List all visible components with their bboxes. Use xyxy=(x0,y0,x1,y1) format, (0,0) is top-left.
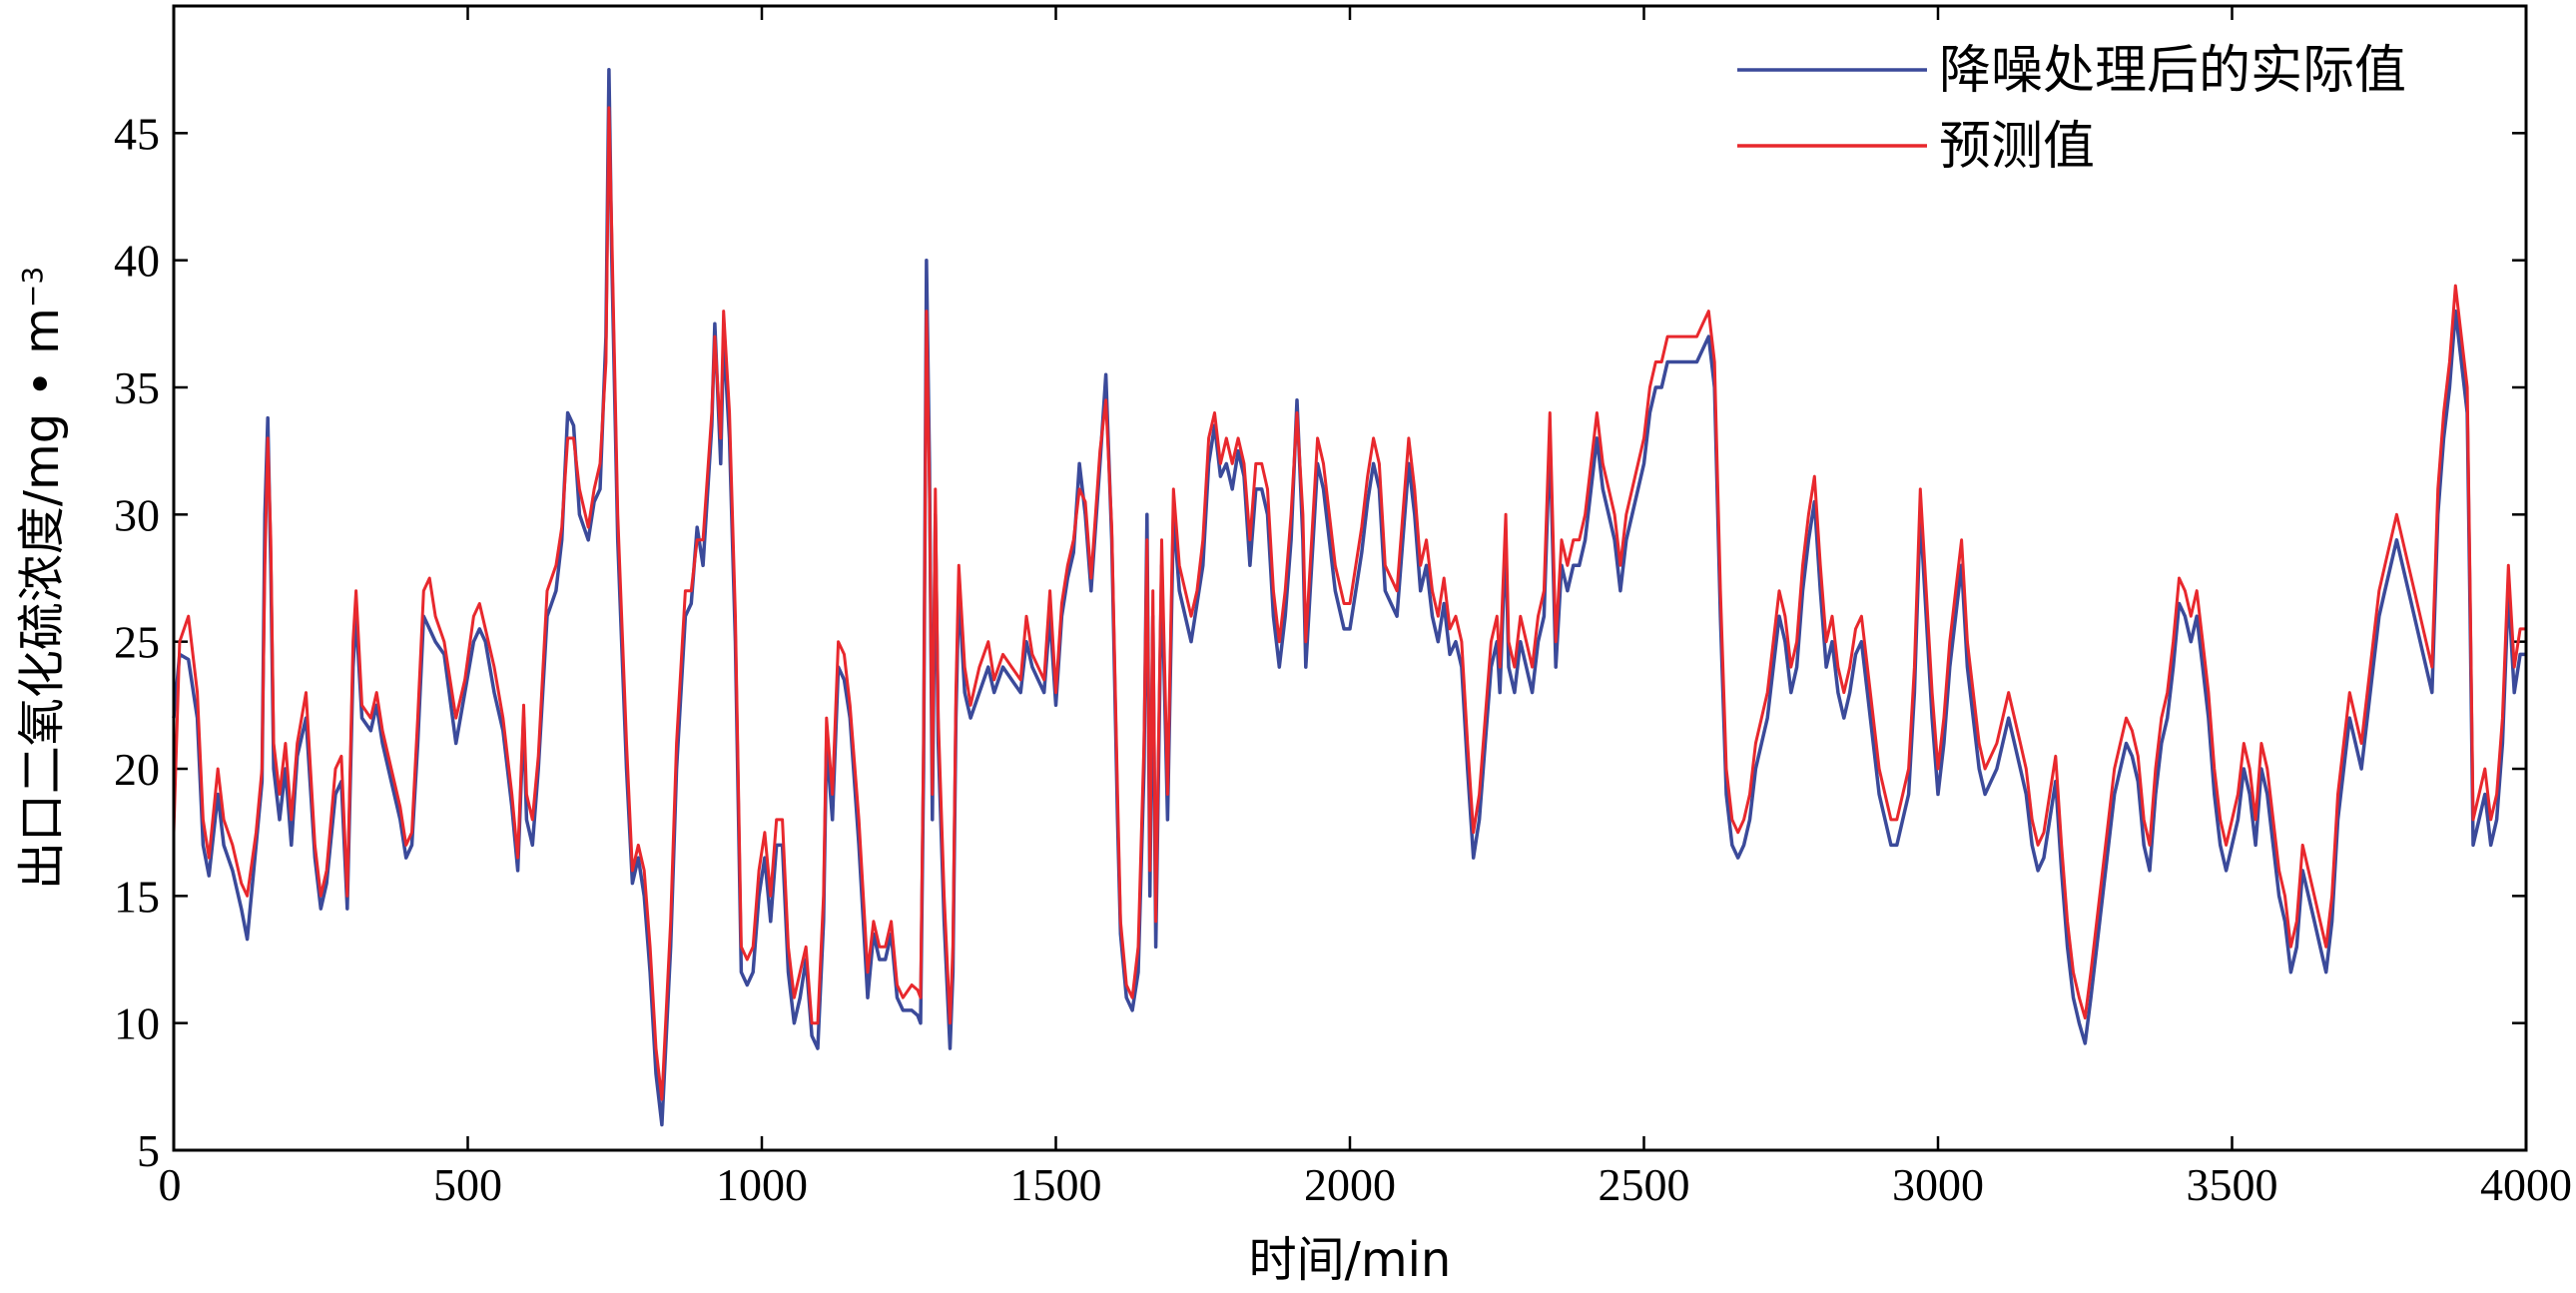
x-tick-label: 500 xyxy=(433,1159,502,1210)
x-axis-ticks: 0 500 1000 1500 2000 2500 3000 3500 4000 xyxy=(159,6,2572,1210)
y-axis-title-superscript: −3 xyxy=(16,267,49,308)
series-line-predicted xyxy=(172,106,2526,1101)
y-tick-label: 45 xyxy=(114,108,160,159)
series-layer xyxy=(172,67,2526,1127)
y-axis-title: 出口二氧化硫浓度/mg • m−3 xyxy=(14,267,70,890)
y-axis-ticks: 5 10 15 20 25 30 35 40 45 xyxy=(114,108,2526,1176)
plot-frame xyxy=(172,4,2528,1152)
y-axis-title-text: 出口二氧化硫浓度/mg • m−3 xyxy=(14,267,70,890)
x-tick-label: 1000 xyxy=(716,1159,808,1210)
y-tick-label: 40 xyxy=(114,236,160,287)
legend-label: 预测值 xyxy=(1939,117,2095,177)
x-tick-label: 2000 xyxy=(1304,1159,1396,1210)
y-tick-label: 10 xyxy=(114,998,160,1049)
y-tick-label: 30 xyxy=(114,489,160,540)
y-tick-label: 15 xyxy=(114,871,160,922)
x-tick-label: 1500 xyxy=(1010,1159,1102,1210)
x-tick-label: 3500 xyxy=(2187,1159,2278,1210)
y-tick-label: 20 xyxy=(114,744,160,795)
y-axis-title-main: 出口二氧化硫浓度/mg • m xyxy=(14,308,70,890)
x-tick-label: 2500 xyxy=(1599,1159,1690,1210)
x-axis-title: 时间/min xyxy=(1249,1232,1452,1288)
x-tick-label: 4000 xyxy=(2480,1159,2572,1210)
x-tick-label: 0 xyxy=(159,1159,182,1210)
x-tick-label: 3000 xyxy=(1892,1159,1984,1210)
y-tick-label: 35 xyxy=(114,362,160,413)
y-tick-label: 5 xyxy=(137,1125,160,1176)
y-tick-label: 25 xyxy=(114,617,160,668)
legend-label: 降噪处理后的实际值 xyxy=(1939,41,2406,101)
